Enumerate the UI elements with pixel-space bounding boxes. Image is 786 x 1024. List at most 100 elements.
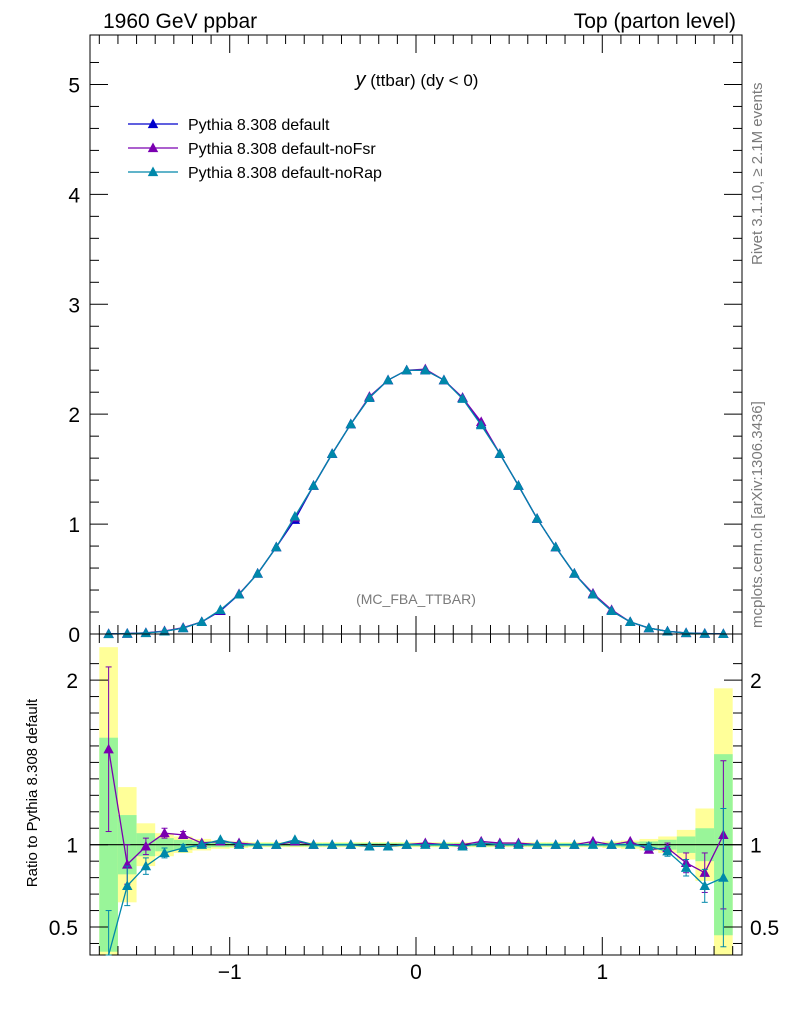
data-point <box>252 568 263 578</box>
y-tick-label: 3 <box>68 294 80 317</box>
main-plot-area: 5 4 3 2 1 0 <box>68 34 743 647</box>
ratio-data-point <box>233 839 245 849</box>
legend: Pythia 8.308 default Pythia 8.308 default… <box>128 117 382 182</box>
data-point <box>550 541 561 552</box>
ratio-data-point <box>271 839 282 849</box>
ratio-data-point <box>196 839 207 849</box>
data-point <box>326 448 338 458</box>
ratio-data-point <box>177 842 189 853</box>
ratio-y-tick-label-right: 0.5 <box>750 917 779 940</box>
legend-marker <box>147 142 159 153</box>
y-tick-label: 0 <box>68 624 80 647</box>
data-point <box>587 588 599 599</box>
main-title: y (ttbar) (dy < 0) <box>354 69 479 91</box>
data-point <box>177 622 189 633</box>
ratio-series-line <box>107 749 724 874</box>
ratio-data-point <box>587 839 599 849</box>
data-point <box>140 627 152 638</box>
legend-label: Pythia 8.308 default-noRap <box>188 165 382 182</box>
ratio-data-point <box>699 880 710 890</box>
data-point <box>718 628 729 639</box>
ratio-data-point <box>140 840 152 851</box>
data-point <box>233 588 245 599</box>
data-point <box>531 513 543 523</box>
ratio-data-point <box>103 743 114 754</box>
ratio-y-tick-label: 1 <box>66 835 78 858</box>
data-point <box>662 625 673 636</box>
data-point <box>364 392 375 402</box>
ratio-data-point <box>177 829 189 839</box>
y-tick-label: 2 <box>68 404 80 427</box>
data-point <box>606 605 617 616</box>
ratio-data-point <box>457 840 468 851</box>
ratio-data-point <box>364 840 375 851</box>
data-point <box>420 364 431 375</box>
site-label: mcplots.cern.ch [arXiv:1306.3436] <box>749 401 766 628</box>
data-point <box>475 419 487 430</box>
ratio-data-point <box>382 840 394 851</box>
data-point <box>457 393 468 403</box>
legend-label: Pythia 8.308 default-noFsr <box>188 141 376 158</box>
ratio-data-point <box>625 839 636 849</box>
y-tick-label: 4 <box>68 184 80 207</box>
header-right-label: Top (parton level) <box>574 10 736 33</box>
y-tick-label: 5 <box>68 74 80 97</box>
data-point <box>289 510 301 521</box>
legend-marker <box>147 118 159 129</box>
data-point <box>215 604 226 614</box>
y-tick-label: 1 <box>68 514 80 537</box>
ratio-data-point <box>326 839 338 849</box>
main-title-rest: (ttbar) (dy < 0) <box>366 71 479 90</box>
header-left-label: 1960 GeV ppbar <box>103 10 257 33</box>
ratio-y-tick-label: 2 <box>66 670 78 693</box>
data-point <box>308 480 319 490</box>
ratio-data-point <box>159 827 170 838</box>
ratio-plot-area: −1 0 1 2 2 1 1 0.5 0.5 <box>49 633 779 984</box>
main-title-variable: y <box>354 69 367 91</box>
ratio-y-axis-label: Ratio to Pythia 8.308 default <box>24 698 41 887</box>
ratio-data-point <box>289 834 301 844</box>
data-point <box>699 628 710 638</box>
data-point <box>643 622 655 633</box>
ratio-y-tick-label-right: 2 <box>750 670 762 693</box>
ratio-data-point <box>550 839 561 849</box>
ratio-data-point <box>308 839 319 849</box>
ratio-data-point <box>122 880 133 890</box>
x-tick-label: 0 <box>410 961 422 984</box>
data-point <box>494 448 506 458</box>
ratio-data-point <box>140 860 152 871</box>
ratio-data-point <box>513 839 524 849</box>
ratio-data-point <box>420 839 431 849</box>
data-point <box>438 374 450 385</box>
ratio-data-point <box>159 847 170 858</box>
ratio-data-point <box>569 839 580 849</box>
ratio-data-point <box>494 839 506 849</box>
ratio-y-tick-label-right: 1 <box>750 835 762 858</box>
data-point <box>196 616 207 627</box>
data-point <box>122 628 133 638</box>
ratio-y-tick-label: 0.5 <box>49 917 78 940</box>
x-tick-label: −1 <box>218 961 242 984</box>
data-point <box>401 364 412 375</box>
data-point <box>625 616 636 627</box>
ratio-data-point <box>401 839 412 849</box>
legend-label: Pythia 8.308 default <box>188 117 330 134</box>
ratio-data-point <box>531 839 543 849</box>
data-point <box>569 568 580 578</box>
ratio-data-point <box>606 839 617 849</box>
rivet-label: Rivet 3.1.10, ≥ 2.1M events <box>749 83 766 266</box>
data-point <box>159 625 170 636</box>
ratio-data-point <box>215 834 226 844</box>
ratio-data-point <box>718 872 729 882</box>
data-point <box>382 374 394 385</box>
x-tick-label: 1 <box>596 961 608 984</box>
ratio-data-point <box>662 845 673 856</box>
ratio-data-point <box>643 840 655 851</box>
data-point <box>513 480 524 490</box>
ratio-data-point <box>680 862 692 872</box>
ratio-data-point <box>438 839 450 849</box>
series-line <box>108 369 724 635</box>
ratio-data-point <box>252 839 263 849</box>
ratio-plot-frame <box>89 633 743 956</box>
data-point <box>103 628 114 639</box>
